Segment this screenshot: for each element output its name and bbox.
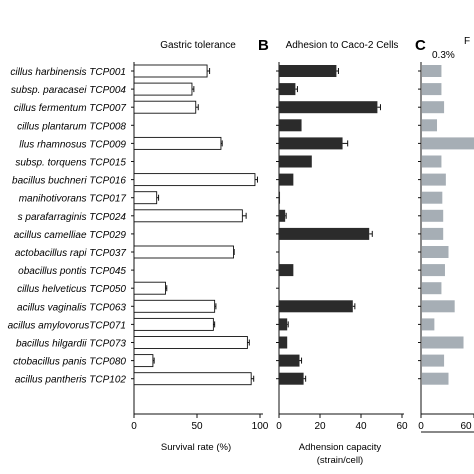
- x-tick-label: 60: [396, 421, 408, 432]
- panel-gastric-tolerance: Gastric tolerance Survival rate (%) 0 50 1…: [131, 40, 269, 453]
- bar: [279, 372, 304, 385]
- x-tick-label: 60: [460, 421, 472, 432]
- panel-c: C 0.3% F 0 60: [415, 36, 474, 433]
- bar: [279, 191, 281, 204]
- bar: [422, 119, 438, 132]
- bar: [133, 372, 252, 386]
- bar: [133, 336, 248, 349]
- x-tick-label: 40: [355, 421, 367, 432]
- strain-label: cillus harbinensis TCP001: [10, 67, 126, 78]
- strain-label: acillus camelliae TCP029: [14, 230, 127, 241]
- bar: [422, 173, 446, 186]
- panel-b-title: Adhesion to Caco-2 Cells: [286, 40, 399, 51]
- bar: [422, 65, 442, 77]
- strain-labels: cillus harbinensis TCP001 subsp. paracase…: [8, 67, 127, 386]
- panel-c-cut-text: F: [464, 36, 470, 47]
- bar: [133, 100, 197, 114]
- bar: [422, 227, 444, 240]
- bar: [279, 227, 370, 240]
- strain-label: acillus amylovorusTCP071: [8, 320, 126, 331]
- panel-a-title: Gastric tolerance: [160, 40, 236, 51]
- x-tick-label: 100: [252, 421, 269, 432]
- bar: [279, 83, 296, 96]
- bar: [422, 372, 449, 385]
- bar: [422, 354, 445, 367]
- bar: [133, 191, 158, 205]
- strain-label: acillus vaginalis TCP063: [17, 302, 126, 313]
- panel-c-annotation: 0.3%: [432, 50, 455, 61]
- strain-label: ctobacillus panis TCP080: [13, 357, 126, 368]
- bar: [422, 318, 435, 331]
- bar: [422, 300, 455, 313]
- strain-label: llus rhamnosus TCP009: [19, 139, 126, 150]
- bar: [133, 317, 214, 331]
- strain-label: obacillus pontis TCP045: [18, 266, 126, 277]
- bar: [422, 246, 449, 258]
- bar: [422, 191, 443, 204]
- strain-label: cillus helveticus TCP050: [17, 284, 126, 295]
- bar: [422, 83, 442, 96]
- bar: [279, 137, 343, 150]
- bar: [279, 264, 294, 277]
- bar: [279, 155, 312, 168]
- bar: [133, 354, 154, 368]
- bar: [422, 264, 445, 277]
- bar: [133, 64, 208, 78]
- bar: [422, 282, 442, 295]
- bar: [422, 209, 444, 222]
- strain-label: acillus pantheris TCP102: [15, 375, 127, 386]
- bar: [422, 336, 464, 349]
- bar: [279, 318, 288, 331]
- bar: [133, 245, 234, 259]
- bar: [133, 82, 193, 96]
- strain-label: manihotivorans TCP017: [19, 194, 127, 205]
- x-tick-label: 0: [418, 421, 424, 432]
- strain-label: bacillus hilgardii TCP073: [16, 339, 126, 350]
- bar: [422, 155, 442, 168]
- bar: [133, 173, 256, 187]
- x-tick-label: 20: [314, 421, 326, 432]
- strain-label: actobacillus rapi TCP037: [15, 248, 127, 259]
- bar: [279, 101, 378, 114]
- strain-label: subsp. paracasei TCP004: [11, 85, 127, 96]
- panel-adhesion: B Adhesion to Caco-2 Cells Adhension cap…: [258, 37, 408, 466]
- strain-label: subsp. torquens TCP015: [15, 158, 126, 169]
- bar: [279, 173, 294, 186]
- panel-b-letter: B: [258, 37, 269, 54]
- bar: [133, 209, 243, 223]
- bar: [279, 354, 300, 367]
- x-tick-label: 0: [131, 421, 137, 432]
- strain-label: cillus fermentum TCP007: [14, 103, 127, 114]
- strain-label: bacillus buchneri TCP016: [12, 176, 126, 187]
- bar: [279, 209, 286, 222]
- panel-a-xlabel: Survival rate (%): [161, 442, 231, 453]
- x-tick-label: 50: [191, 421, 203, 432]
- panel-c-letter: C: [415, 37, 426, 54]
- bar: [279, 65, 337, 77]
- strain-label: s parafarraginis TCP024: [18, 212, 127, 223]
- bar: [133, 136, 222, 150]
- bar: [133, 281, 166, 295]
- panel-b-xlabel-unit: (strain/cell): [317, 455, 363, 466]
- bar: [279, 300, 353, 313]
- x-tick-label: 0: [276, 421, 282, 432]
- panel-b-xlabel: Adhension capacity: [299, 442, 382, 453]
- bar: [422, 101, 445, 114]
- strain-label: cillus plantarum TCP008: [17, 121, 126, 132]
- bar: [133, 299, 216, 313]
- bar: [422, 137, 474, 150]
- bar: [279, 119, 302, 132]
- bar: [279, 336, 288, 349]
